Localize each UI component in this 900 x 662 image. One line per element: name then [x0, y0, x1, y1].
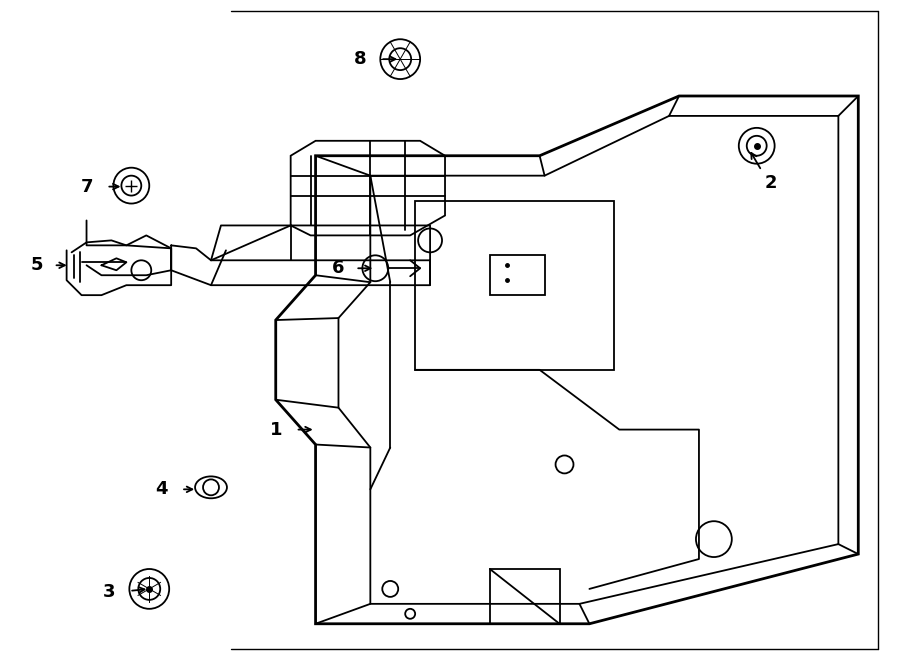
Text: 5: 5 — [31, 256, 43, 274]
Text: 6: 6 — [332, 260, 345, 277]
Text: 8: 8 — [354, 50, 366, 68]
Text: 1: 1 — [269, 420, 282, 439]
Text: 2: 2 — [764, 173, 777, 191]
Text: 3: 3 — [104, 583, 116, 601]
Text: 7: 7 — [80, 177, 93, 195]
Text: 4: 4 — [155, 481, 167, 498]
